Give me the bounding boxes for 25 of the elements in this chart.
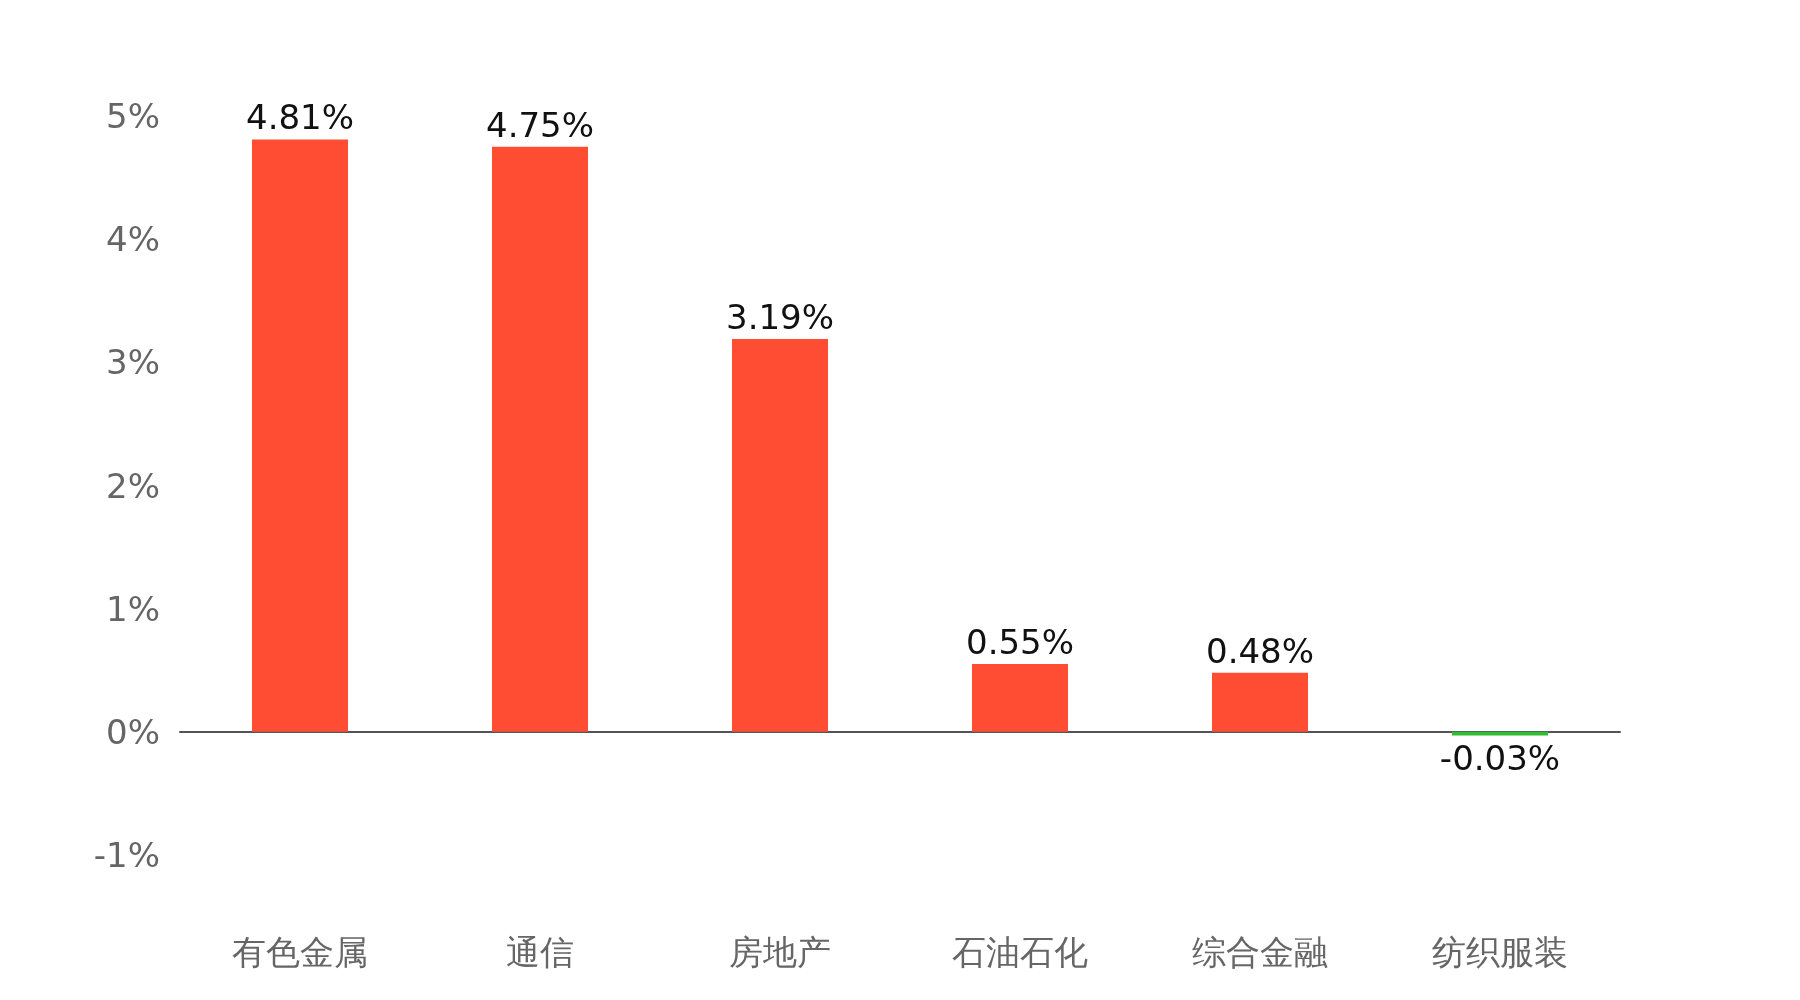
x-tick-label: 纺织服装	[1432, 932, 1568, 972]
bar	[1212, 672, 1308, 732]
x-tick-label: 综合金融	[1192, 932, 1328, 972]
bar	[252, 139, 348, 732]
data-label: 4.81%	[245, 97, 355, 138]
bar	[972, 664, 1068, 732]
bar	[1452, 731, 1548, 736]
y-tick-label: -1%	[93, 835, 160, 875]
x-tick-label: 房地产	[729, 932, 831, 972]
y-tick-label: 0%	[106, 711, 160, 752]
y-tick-label: 4%	[106, 219, 160, 260]
data-label: -0.03%	[1439, 737, 1561, 778]
data-label: 0.48%	[1205, 630, 1315, 671]
y-tick-label: 2%	[106, 465, 160, 506]
data-label: 4.75%	[485, 104, 595, 145]
x-tick-label: 通信	[506, 932, 574, 972]
y-tick-label: 5%	[106, 96, 160, 136]
x-tick-label: 石油石化	[952, 932, 1088, 972]
data-label: 0.55%	[965, 622, 1075, 663]
y-tick-label: 3%	[106, 342, 160, 383]
bar	[492, 146, 588, 732]
data-label: 3.19%	[725, 296, 835, 337]
bar	[732, 338, 828, 732]
y-tick-label: 1%	[106, 588, 160, 629]
x-tick-label: 有色金属	[232, 932, 368, 972]
